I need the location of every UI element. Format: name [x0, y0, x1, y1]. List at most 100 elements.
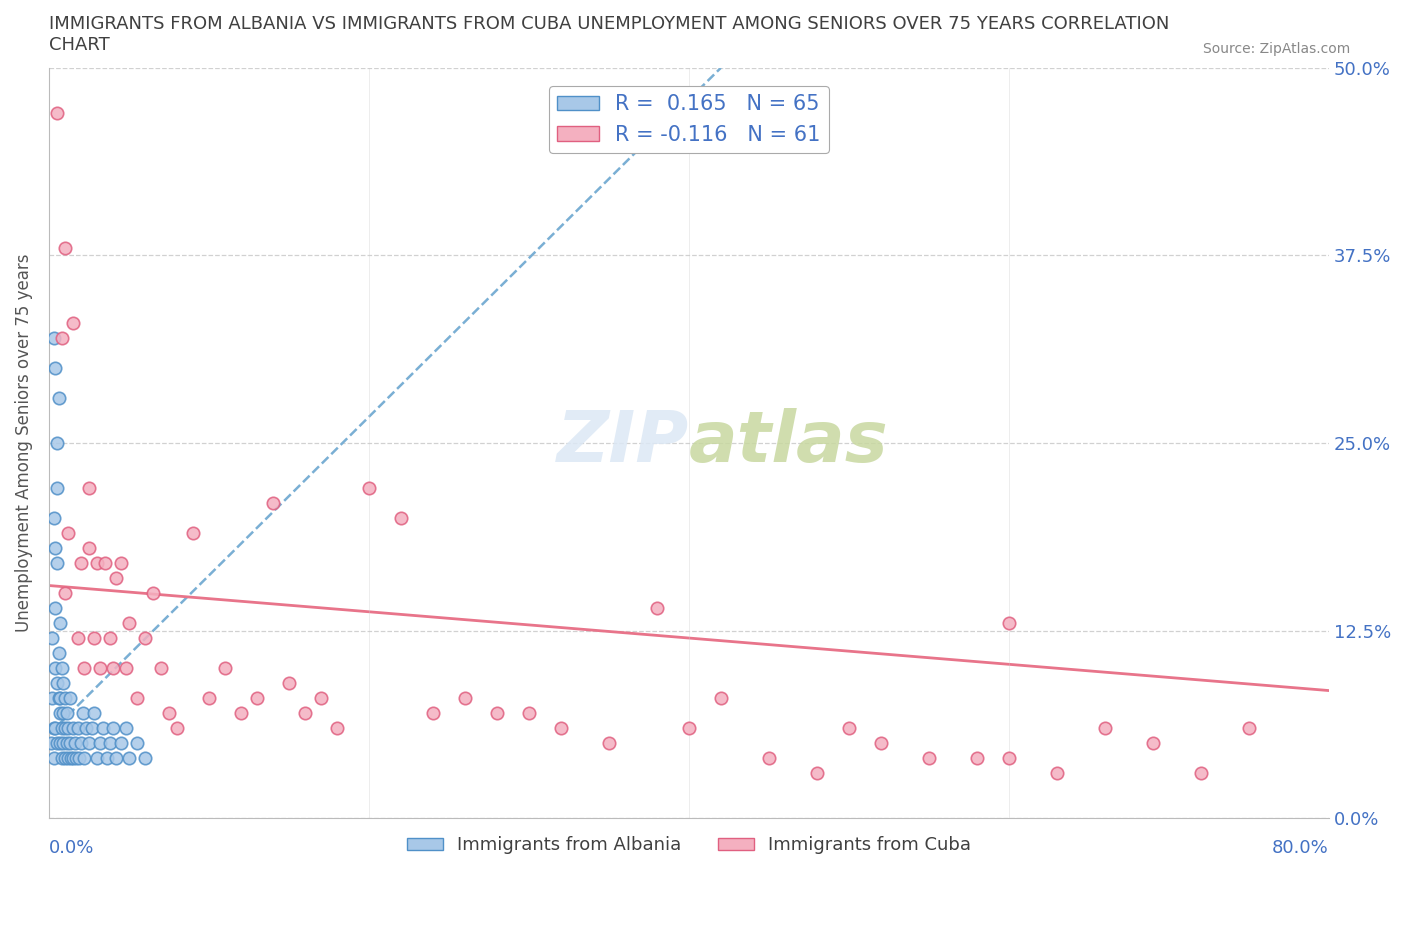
Point: [262, 496, 284, 511]
Point: [44, 361, 66, 376]
Point: [41, 691, 63, 706]
Point: [62, 721, 84, 736]
Point: [454, 691, 477, 706]
Point: [73, 751, 96, 765]
Point: [998, 616, 1021, 631]
Point: [44, 660, 66, 675]
Point: [66, 631, 89, 645]
Point: [198, 691, 221, 706]
Point: [82, 721, 104, 736]
Point: [63, 736, 86, 751]
Point: [110, 555, 132, 570]
Point: [77, 540, 100, 555]
Point: [806, 765, 828, 780]
Point: [73, 660, 96, 675]
Point: [1237, 721, 1260, 736]
Point: [246, 691, 269, 706]
Point: [51, 751, 73, 765]
Point: [758, 751, 780, 765]
Point: [51, 330, 73, 345]
Point: [326, 721, 349, 736]
Point: [86, 555, 108, 570]
Point: [710, 691, 733, 706]
Point: [918, 751, 941, 765]
Point: [83, 631, 105, 645]
Point: [48, 391, 70, 405]
Point: [53, 241, 76, 256]
Point: [66, 721, 89, 736]
Point: [1094, 721, 1116, 736]
Point: [72, 706, 94, 721]
Point: [278, 675, 301, 690]
Point: [114, 660, 136, 675]
Point: [1142, 736, 1164, 751]
Point: [53, 721, 76, 736]
Point: [118, 616, 141, 631]
Point: [1189, 765, 1212, 780]
Point: [357, 481, 380, 496]
Point: [294, 706, 316, 721]
Text: Source: ZipAtlas.com: Source: ZipAtlas.com: [1202, 42, 1350, 56]
Point: [678, 721, 700, 736]
Point: [49, 736, 72, 751]
Point: [86, 751, 108, 765]
Point: [75, 721, 97, 736]
Point: [181, 525, 204, 540]
Text: ZIP: ZIP: [557, 408, 689, 477]
Point: [48, 691, 70, 706]
Point: [44, 601, 66, 616]
Point: [55, 706, 77, 721]
Point: [550, 721, 572, 736]
Text: 0.0%: 0.0%: [49, 839, 94, 857]
Point: [134, 631, 156, 645]
Point: [966, 751, 988, 765]
Point: [89, 660, 111, 675]
Point: [59, 736, 82, 751]
Point: [485, 706, 508, 721]
Point: [65, 751, 87, 765]
Point: [105, 751, 128, 765]
Text: atlas: atlas: [689, 408, 889, 477]
Point: [42, 721, 65, 736]
Point: [77, 481, 100, 496]
Point: [49, 706, 72, 721]
Point: [142, 586, 165, 601]
Point: [67, 751, 90, 765]
Point: [51, 721, 73, 736]
Point: [41, 631, 63, 645]
Point: [149, 660, 172, 675]
Legend: Immigrants from Albania, Immigrants from Cuba: Immigrants from Albania, Immigrants from…: [399, 830, 979, 861]
Point: [44, 721, 66, 736]
Point: [53, 691, 76, 706]
Text: 80.0%: 80.0%: [1272, 839, 1329, 857]
Point: [48, 645, 70, 660]
Point: [1046, 765, 1069, 780]
Point: [422, 706, 444, 721]
Point: [59, 691, 82, 706]
Point: [46, 481, 69, 496]
Point: [309, 691, 332, 706]
Point: [56, 751, 79, 765]
Point: [229, 706, 252, 721]
Point: [52, 706, 75, 721]
Point: [105, 571, 128, 586]
Point: [52, 675, 75, 690]
Point: [98, 631, 121, 645]
Point: [96, 751, 118, 765]
Point: [44, 540, 66, 555]
Point: [56, 721, 79, 736]
Point: [118, 751, 141, 765]
Point: [93, 721, 115, 736]
Point: [214, 660, 236, 675]
Point: [645, 601, 668, 616]
Point: [49, 691, 72, 706]
Point: [389, 511, 412, 525]
Point: [46, 105, 69, 120]
Point: [838, 721, 860, 736]
Point: [62, 315, 84, 330]
Point: [101, 721, 124, 736]
Point: [89, 736, 111, 751]
Point: [94, 555, 117, 570]
Point: [125, 691, 148, 706]
Point: [55, 736, 77, 751]
